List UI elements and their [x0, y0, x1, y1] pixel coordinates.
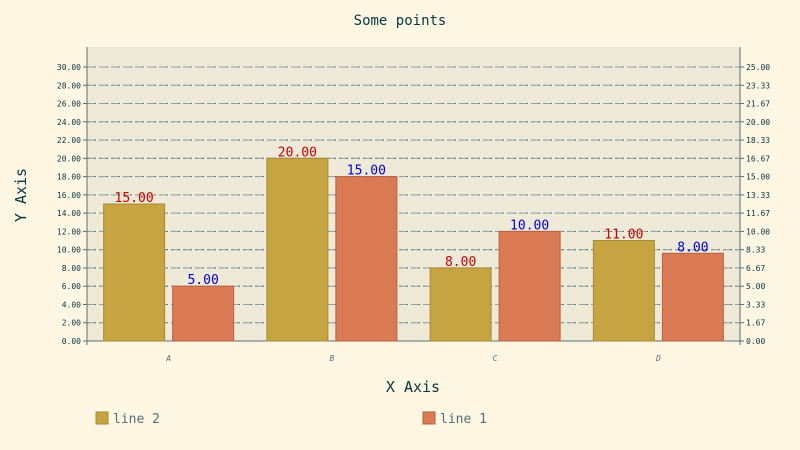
category-label-B: B	[329, 354, 334, 363]
legend-label-line-1: line 1	[440, 412, 487, 427]
left-tick-label-15: 30.00	[57, 63, 81, 72]
bar-line-2-C	[429, 267, 492, 342]
left-tick-label-11: 22.00	[57, 136, 81, 145]
left-tick-label-1: 2.00	[62, 319, 81, 328]
legend-label-line-2: line 2	[113, 412, 160, 427]
legend-swatch-line-1	[422, 411, 436, 425]
right-ticks: 0.00 1.67 3.33 5.00 6.67 8.33 10.00 11.67 13.33 1…	[740, 63, 770, 346]
right-tick-label-0: 0.00	[746, 337, 765, 346]
bar-line-2-A	[103, 203, 166, 342]
right-tick-label-7: 11.67	[746, 209, 770, 218]
x-axis-title: X Axis	[386, 378, 440, 396]
right-tick-label-8: 13.33	[746, 191, 770, 200]
right-tick-label-13: 21.67	[746, 99, 770, 108]
left-tick-label-4: 8.00	[62, 264, 81, 273]
left-ticks: 0.00 2.00 4.00 6.00 8.00 10.00 12.00 14.00 16.00…	[57, 63, 87, 346]
right-tick-label-6: 10.00	[746, 227, 770, 236]
category-labels: A B C D	[165, 354, 661, 363]
right-tick-label-3: 5.00	[746, 282, 765, 291]
value-label-line-2-C: 8.00	[445, 255, 476, 270]
value-label-line-2-B: 20.00	[278, 145, 317, 160]
left-tick-label-12: 24.00	[57, 118, 81, 127]
legend-swatch-line-2	[95, 411, 109, 425]
right-tick-label-4: 6.67	[746, 264, 765, 273]
right-tick-label-9: 15.00	[746, 173, 770, 182]
legend: line 2 line 1	[95, 411, 487, 427]
left-tick-label-13: 26.00	[57, 100, 81, 109]
bars: 15.00 5.00 20.00 15.00 8.00 10.00 11.00 8.00	[103, 145, 724, 342]
value-label-line-1-D: 8.00	[677, 240, 708, 255]
right-tick-label-1: 1.67	[746, 319, 765, 328]
left-tick-label-6: 12.00	[57, 227, 81, 236]
bar-line-1-C	[498, 230, 561, 342]
left-tick-label-14: 28.00	[57, 81, 81, 90]
category-label-C: C	[493, 354, 498, 363]
y-axis-title: Y Axis	[12, 168, 30, 222]
bar-line-2-B	[266, 157, 329, 342]
value-label-line-1-A: 5.00	[187, 273, 218, 288]
left-tick-label-5: 10.00	[57, 246, 81, 255]
left-tick-label-8: 16.00	[57, 191, 81, 200]
category-label-A: A	[165, 354, 171, 363]
value-label-line-2-D: 11.00	[604, 228, 643, 243]
left-tick-label-2: 4.00	[62, 300, 81, 309]
left-tick-label-9: 18.00	[57, 173, 81, 182]
right-tick-label-11: 18.33	[746, 136, 770, 145]
right-tick-label-14: 23.33	[746, 81, 770, 90]
value-label-line-2-A: 15.00	[115, 191, 154, 206]
bar-line-1-A	[172, 285, 235, 342]
left-tick-label-7: 14.00	[57, 209, 81, 218]
category-label-D: D	[655, 354, 661, 363]
left-tick-label-3: 6.00	[62, 282, 81, 291]
right-tick-label-5: 8.33	[746, 246, 765, 255]
bar-line-1-B	[335, 176, 398, 342]
right-tick-label-10: 16.67	[746, 154, 770, 163]
right-tick-label-2: 3.33	[746, 301, 765, 310]
left-tick-label-0: 0.00	[62, 337, 81, 346]
value-label-line-1-C: 10.00	[510, 218, 549, 233]
left-tick-label-10: 20.00	[57, 154, 81, 163]
right-tick-label-15: 25.00	[746, 63, 770, 72]
bar-line-2-D	[592, 240, 655, 342]
value-label-line-1-B: 15.00	[347, 164, 386, 179]
right-tick-label-12: 20.00	[746, 118, 770, 127]
bar-line-1-D	[661, 252, 724, 342]
chart-title: Some points	[354, 13, 447, 29]
